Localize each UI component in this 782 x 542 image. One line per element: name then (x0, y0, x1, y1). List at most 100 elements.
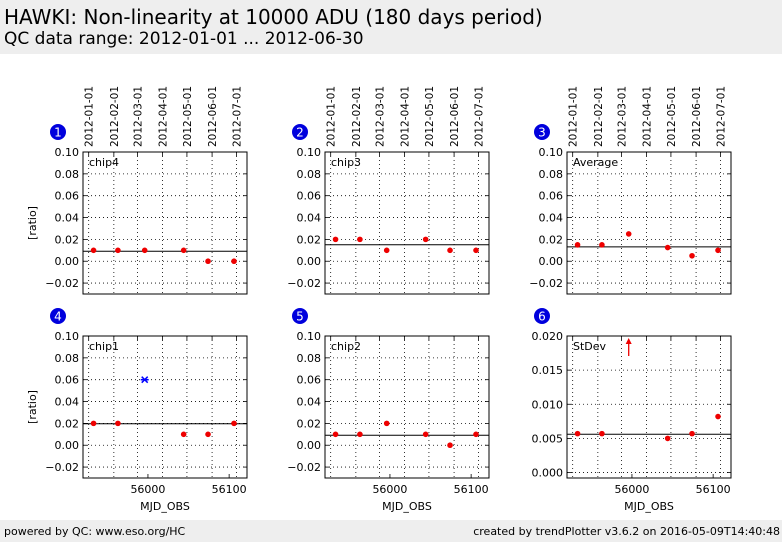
date-tick-label: 2012-07-01 (473, 86, 485, 147)
data-point (599, 430, 605, 437)
plot-frame (82, 335, 248, 479)
plot-area (325, 152, 489, 294)
y-tick-label: 0.10 (297, 146, 322, 159)
data-point (180, 431, 187, 438)
plot-area (567, 152, 731, 294)
data-point (447, 442, 453, 449)
data-point (473, 431, 479, 438)
y-tick-label: 0.06 (297, 190, 322, 203)
data-point (422, 236, 429, 243)
report-footer: powered by QC: www.eso.org/HC created by… (0, 520, 782, 542)
data-point (574, 430, 581, 437)
data-point (205, 258, 211, 265)
x-tick-label: 56000 (130, 483, 165, 496)
date-tick-label: 2012-06-01 (449, 86, 461, 147)
y-tick-label: −0.02 (45, 277, 79, 290)
y-tick-label: 0.00 (297, 255, 322, 268)
x-tick-label: 56100 (454, 483, 489, 496)
data-point (141, 247, 148, 254)
y-tick-label: −0.02 (529, 277, 563, 290)
plot-area (83, 152, 247, 294)
y-tick-label: 0.10 (539, 146, 564, 159)
data-point (115, 420, 121, 427)
data-point (357, 236, 363, 243)
data-point (664, 244, 671, 251)
data-point (383, 247, 390, 254)
offscale-arrow (625, 338, 632, 356)
series-label: Average (573, 156, 618, 169)
data-point (664, 435, 671, 442)
data-point (205, 431, 211, 438)
x-tick-label: 56000 (614, 483, 649, 496)
plot-frame (324, 335, 490, 479)
data-point (90, 247, 97, 254)
plot-area (325, 336, 489, 478)
y-axis-label: [ratio] (26, 206, 39, 240)
plot-panel-1: 2012-01-01 2012-02-01 2012-03-01 2012-04-01… (26, 86, 248, 295)
y-tick-label: 0.04 (297, 396, 322, 409)
data-point (180, 247, 187, 254)
data-point (715, 247, 721, 254)
y-tick-label: 0.02 (297, 233, 322, 246)
plot-panel-2: 2012-01-01 2012-02-01 2012-03-01 2012-04-01… (287, 86, 490, 295)
data-point (231, 420, 237, 427)
plot-grid: 2012-01-01 2012-02-01 2012-03-01 2012-04-01… (26, 86, 732, 513)
arrow-head (625, 338, 632, 344)
date-tick-label: 2012-03-01 (132, 86, 144, 147)
series-label: StDev (573, 340, 607, 353)
data-point (447, 247, 453, 254)
y-tick-label: 0.02 (55, 417, 80, 430)
y-tick-label: 0.00 (55, 255, 80, 268)
date-tick-label: 2012-07-01 (231, 86, 243, 147)
data-point (115, 247, 121, 254)
data-point (231, 258, 237, 265)
series-label: chip2 (331, 340, 361, 353)
page-title: HAWKI: Non-linearity at 10000 ADU (180 d… (4, 5, 543, 29)
panel-badge (292, 308, 308, 324)
date-tick-label: 2012-03-01 (616, 86, 628, 147)
y-tick-label: 0.06 (55, 190, 80, 203)
y-tick-label: 0.04 (539, 212, 564, 225)
panel-badge (292, 124, 308, 140)
y-tick-label: 0.02 (539, 233, 564, 246)
data-point (422, 431, 429, 438)
y-tick-label: 0.005 (532, 432, 564, 445)
date-tick-label: 2012-04-01 (400, 86, 412, 147)
data-point (90, 420, 97, 427)
date-tick-label: 2012-02-01 (109, 86, 121, 147)
panel-number: 6 (538, 310, 546, 324)
plot-area (83, 336, 247, 478)
y-tick-label: 0.02 (55, 233, 80, 246)
y-tick-label: −0.02 (287, 461, 321, 474)
y-tick-label: 0.020 (532, 330, 564, 343)
y-tick-label: 0.010 (532, 398, 564, 411)
date-tick-label: 2012-02-01 (593, 86, 605, 147)
data-point (383, 420, 390, 427)
date-tick-label: 2012-01-01 (568, 86, 580, 147)
y-tick-label: 0.00 (297, 439, 322, 452)
data-point (574, 242, 581, 248)
panel-badge (50, 308, 66, 324)
date-tick-label: 2012-04-01 (158, 86, 170, 147)
x-tick-label: 56100 (212, 483, 247, 496)
y-tick-label: −0.02 (287, 277, 321, 290)
plot-panel-6: 0.000 0.005 0.010 0.015 0.020 56000 56100 MJD_O… (532, 308, 732, 513)
y-tick-label: 0.06 (297, 374, 322, 387)
plot-frame (82, 151, 248, 295)
plot-frame (566, 151, 732, 295)
panel-number: 3 (538, 126, 546, 140)
date-tick-label: 2012-01-01 (84, 86, 96, 147)
outlier-stroke (141, 376, 149, 384)
y-tick-label: 0.08 (55, 168, 80, 181)
report-header: HAWKI: Non-linearity at 10000 ADU (180 d… (0, 0, 782, 54)
data-point (689, 252, 695, 259)
x-axis-label: MJD_OBS (382, 500, 432, 513)
data-point (625, 231, 632, 237)
plot-panel-5: −0.02 0.00 0.02 0.04 0.06 0.08 0.10 56000 56100 M… (287, 308, 490, 513)
y-tick-label: 0.10 (55, 146, 80, 159)
x-tick-label: 56000 (372, 483, 407, 496)
x-axis-label: MJD_OBS (140, 500, 190, 513)
y-tick-label: 0.08 (297, 352, 322, 365)
plot-panel-3: 2012-01-01 2012-02-01 2012-03-01 2012-04-01… (529, 86, 732, 295)
series-label: chip4 (89, 156, 119, 169)
